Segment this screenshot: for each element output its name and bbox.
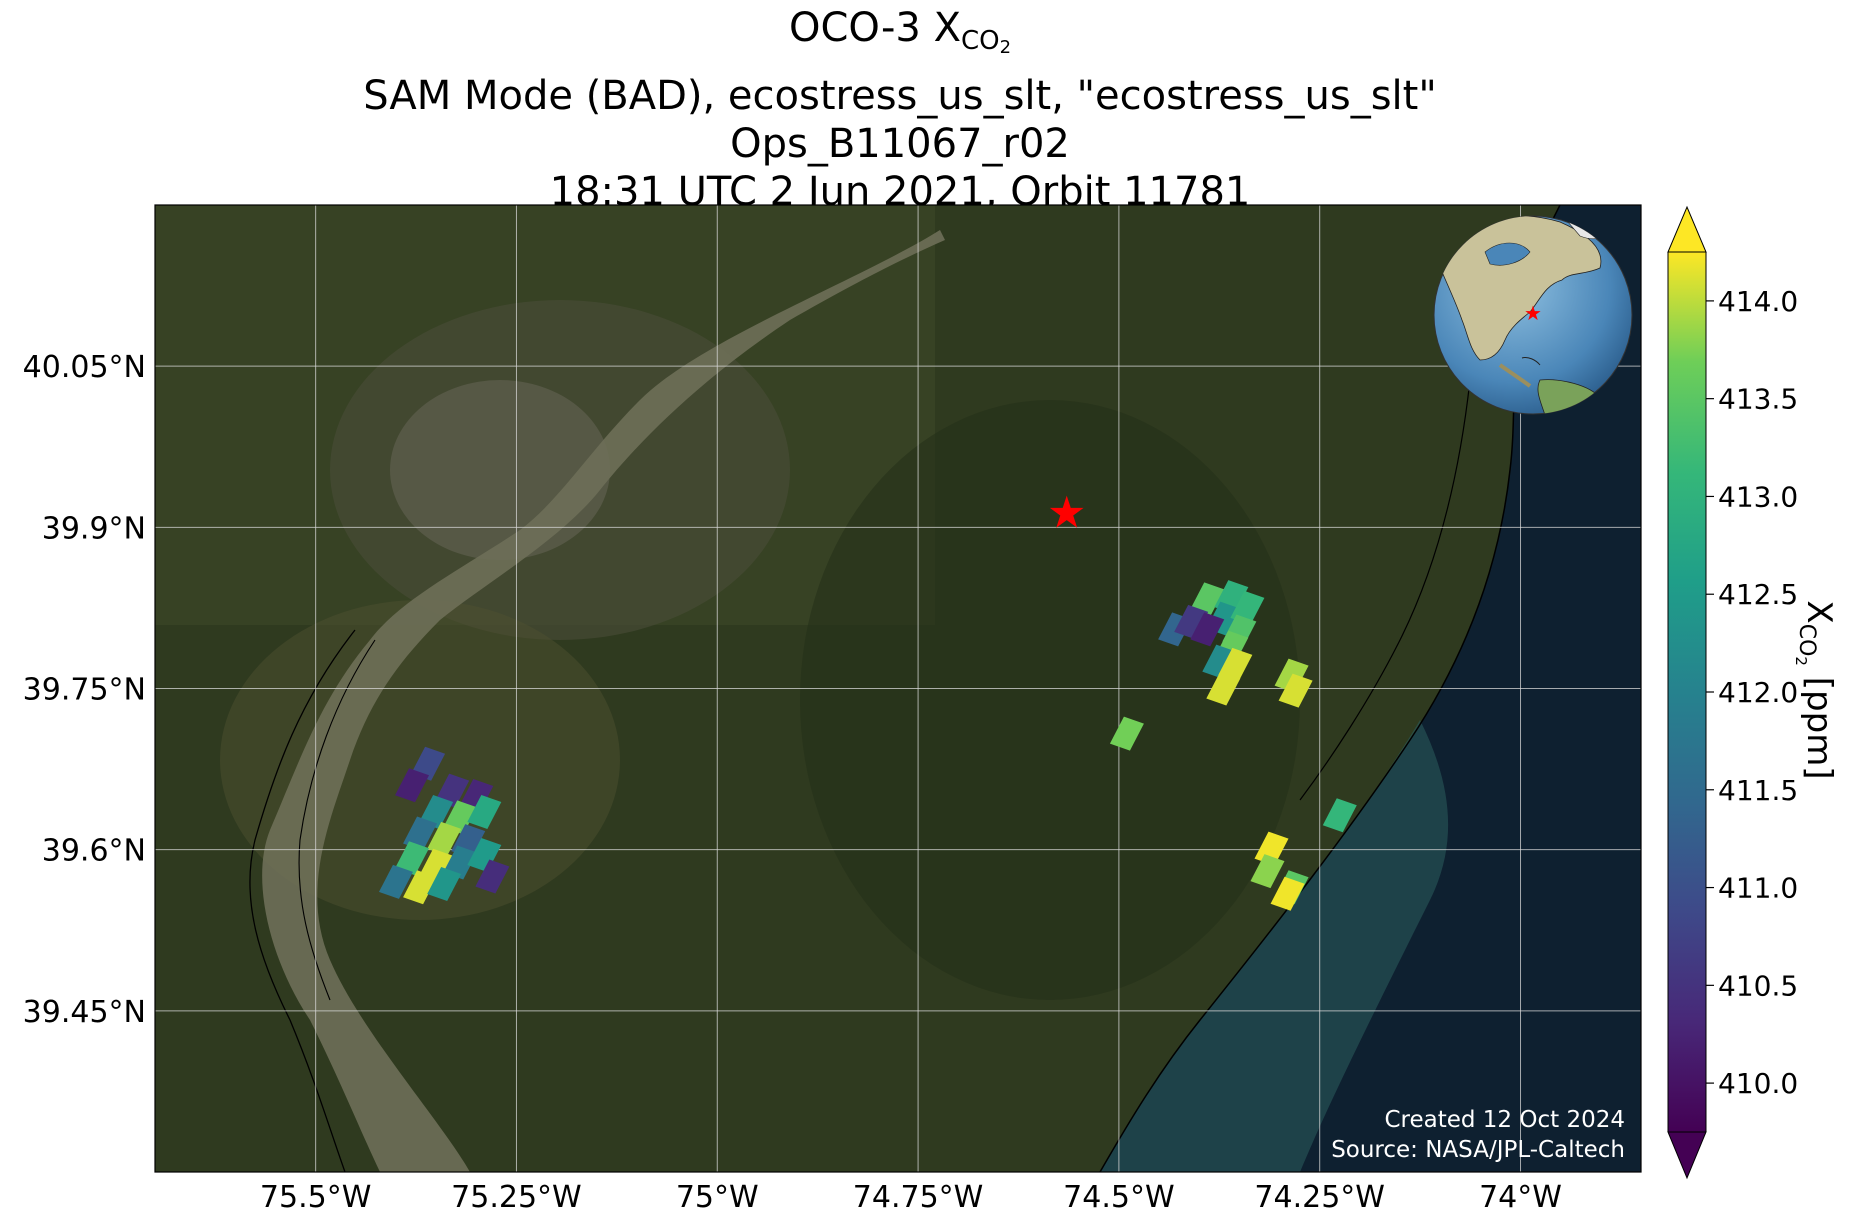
colorbar-gradient [1668,252,1706,1132]
colorbar-ticks: 410.0 410.5 411.0 411.5 412.0 412.5 413.0 413.5… [1706,285,1798,1100]
colorbar-tick-label: 413.5 [1718,383,1798,416]
xco2-sounding [395,768,430,803]
xco2-sounding [1218,647,1253,682]
xco2-sounding [403,870,438,905]
xco2-sounding [1109,716,1144,751]
lon-tick-label: 75.25°W [451,1180,582,1215]
lat-tick-label: 39.45°N [23,995,146,1030]
xco2-sounding [1206,671,1241,706]
colorbar-extend-min [1667,1131,1707,1180]
inset-location-star: ★ [1524,301,1542,325]
xco2-sounding [427,821,462,856]
colorbar-tick-label: 411.0 [1718,872,1798,905]
xco2-soundings [378,580,1357,911]
credit-created: Created 12 Oct 2024 [1384,1107,1625,1133]
xco2-sounding [1174,604,1209,639]
xco2-sounding [1202,644,1237,679]
lat-tick-label: 39.75°N [23,673,146,708]
lon-tick-label: 75°W [676,1180,759,1215]
xco2-sounding [1250,854,1285,889]
lon-tick-label: 75.5°W [260,1180,371,1215]
colorbar: 410.0 410.5 411.0 411.5 412.0 412.5 413.0 413.5… [1667,205,1839,1180]
target-star: ★ [1047,487,1086,538]
xco2-sounding [395,841,430,876]
xco2-sounding [378,864,413,899]
colorbar-label: XCO2 [ppm] [1792,600,1839,779]
colorbar-tick-label: 410.0 [1718,1067,1798,1100]
lat-tick-label: 40.05°N [23,350,146,385]
colorbar-tick-label: 412.5 [1718,578,1798,611]
map-frame [154,204,1642,1173]
xco2-sounding [1190,582,1225,617]
xco2-sounding [475,859,510,894]
colorbar-tick-label: 412.0 [1718,676,1798,709]
credit-source: Source: NASA/JPL-Caltech [1331,1137,1625,1163]
locator-globe: ★ [1433,215,1633,415]
xco2-sounding [1274,658,1309,693]
colorbar-tick-label: 413.0 [1718,480,1798,513]
lat-tick-label: 39.6°N [42,834,146,869]
xco2-sounding [467,838,502,873]
colorbar-extend-max [1667,205,1707,253]
lon-tick-label: 74.25°W [1254,1180,1385,1215]
lon-tick-label: 74.75°W [853,1180,984,1215]
xco2-sounding [1322,798,1357,833]
longitude-ticks: 75.5°W 75.25°W 75°W 74.75°W 74.5°W 74.25°W 74°… [260,1180,1562,1215]
xco2-sounding [403,816,438,851]
colorbar-tick-label: 414.0 [1718,285,1798,318]
colorbar-tick-label: 411.5 [1718,774,1798,807]
xco2-sounding [427,867,462,902]
title-line-3: Ops_B11067_r02 [730,121,1070,167]
latitude-ticks: 40.05°N 39.9°N 39.75°N 39.6°N 39.45°N [23,350,146,1030]
lon-tick-label: 74.5°W [1063,1180,1174,1215]
xco2-sounding [1270,876,1305,911]
graticule [155,205,1641,1172]
xco2-sounding [467,795,502,830]
target-marker-layer: ★ [1047,487,1086,538]
lon-tick-label: 74°W [1479,1180,1562,1215]
colorbar-tick-label: 410.5 [1718,969,1798,1002]
xco2-sounding [1278,673,1313,708]
title-line-1: OCO-3 XCO2 [788,5,1012,58]
title-line-2: SAM Mode (BAD), ecostress_us_slt, "ecost… [363,73,1437,119]
xco2-sounding [1190,612,1225,647]
lat-tick-label: 39.9°N [42,511,146,546]
